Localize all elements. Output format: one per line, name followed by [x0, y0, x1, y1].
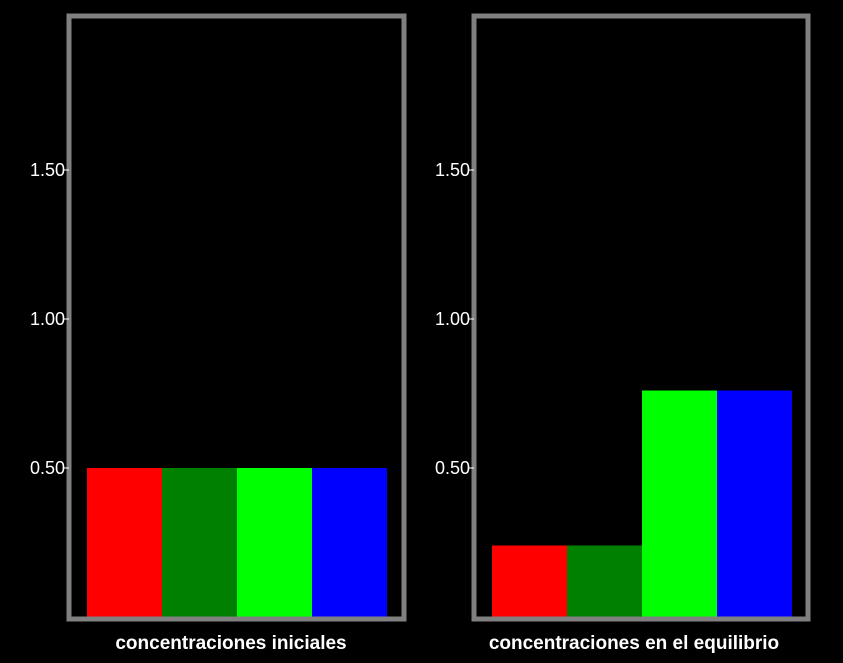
x-axis-label: concentraciones en el equilibrio — [489, 633, 779, 654]
y-tick-label: 0.50 — [435, 458, 470, 478]
plot-frame — [66, 13, 407, 622]
bar-3 — [237, 468, 312, 617]
bar-1 — [87, 468, 162, 617]
y-tick-label: 1.00 — [435, 309, 470, 329]
bar-2 — [567, 545, 642, 617]
y-tick-label: 1.00 — [30, 309, 65, 329]
initial-concentrations-panel: concentraciones iniciales 0.50 1.00 1.50 — [30, 13, 407, 654]
x-axis-label: concentraciones iniciales — [115, 633, 346, 654]
y-tick-label: 1.50 — [435, 160, 470, 180]
bar-4 — [312, 468, 387, 617]
bar-3 — [642, 390, 717, 617]
plot-frame — [471, 13, 811, 622]
y-tick-label: 0.50 — [30, 458, 65, 478]
equilibrium-concentrations-panel: concentraciones en el equilibrio 0.50 1.0… — [435, 13, 811, 654]
bar-2 — [162, 468, 237, 617]
y-tick-label: 1.50 — [30, 160, 65, 180]
bar-4 — [717, 390, 792, 617]
bar-1 — [492, 545, 567, 617]
